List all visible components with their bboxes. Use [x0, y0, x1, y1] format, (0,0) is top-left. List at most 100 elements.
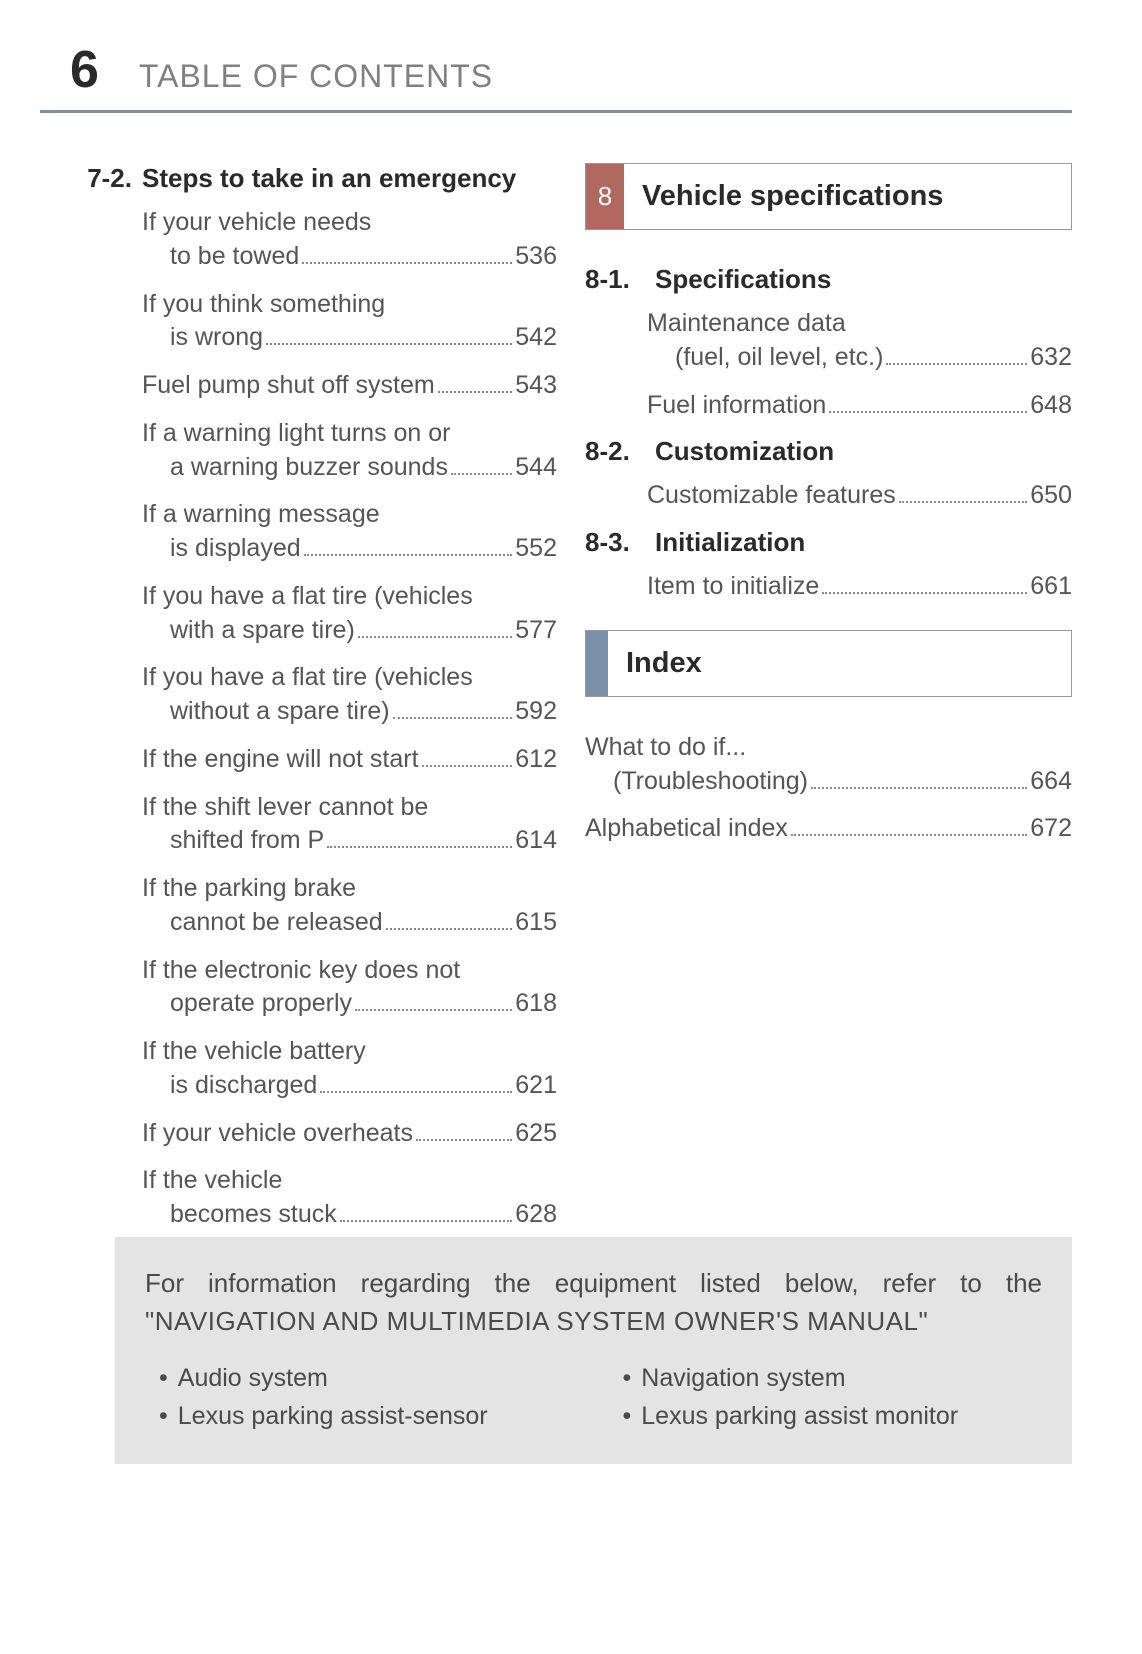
section-heading: 8-3.Initialization	[585, 527, 1072, 558]
index-badge	[586, 631, 608, 696]
toc-text: If the engine will not start	[142, 743, 419, 777]
leader-dots	[416, 1139, 512, 1141]
section-title: Specifications	[655, 264, 831, 295]
toc-page-number: 614	[515, 824, 557, 858]
toc-page-line: Fuel pump shut off system543	[142, 369, 557, 403]
footer-bullet: Audio system	[145, 1359, 579, 1398]
toc-text: a warning buzzer sounds	[170, 451, 448, 485]
toc-page-number: 664	[1030, 765, 1072, 799]
leader-dots	[899, 501, 1028, 503]
leader-dots	[451, 473, 512, 475]
leader-dots	[393, 717, 513, 719]
left-column: 7-2. Steps to take in an emergency If yo…	[70, 163, 557, 1246]
toc-page-number: 628	[515, 1198, 557, 1232]
toc-page-line: If your vehicle overheats625	[142, 1117, 557, 1151]
toc-page-line: Customizable features650	[647, 479, 1072, 513]
toc-text: is displayed	[170, 532, 301, 566]
toc-page-number: 612	[515, 743, 557, 777]
toc-list: Customizable features650	[585, 479, 1072, 513]
toc-page-number: 542	[515, 321, 557, 355]
toc-text-line: If you have a flat tire (vehicles	[142, 580, 557, 614]
index-label: Index	[608, 631, 720, 696]
chapter-box: 8 Vehicle specifications	[585, 163, 1072, 230]
section-number: 8-1.	[585, 264, 645, 295]
toc-page-number: 661	[1030, 570, 1072, 604]
section-title: Customization	[655, 436, 834, 467]
toc-text: Alphabetical index	[585, 812, 788, 846]
section-heading: 8-1. Specifications	[585, 264, 1072, 295]
toc-text-line: If the electronic key does not	[142, 954, 557, 988]
toc-page-line: operate properly 618	[142, 987, 557, 1021]
section-number: 7-2.	[70, 163, 132, 194]
section-title: Steps to take in an emergency	[142, 163, 516, 194]
leader-dots	[811, 787, 1027, 789]
leader-dots	[822, 592, 1027, 594]
toc-text: without a spare tire)	[170, 695, 390, 729]
footer-bullets: Audio systemLexus parking assist-sensor …	[145, 1359, 1042, 1437]
toc-page-line: Alphabetical index672	[585, 812, 1072, 846]
leader-dots	[791, 834, 1027, 836]
toc-page-number: 618	[515, 987, 557, 1021]
leader-dots	[886, 363, 1027, 365]
toc-page-number: 577	[515, 614, 557, 648]
chapter-label: Vehicle specifications	[624, 164, 961, 229]
toc-text: shifted from P	[170, 824, 324, 858]
toc-page-number: 621	[515, 1069, 557, 1103]
toc-text-line: If your vehicle needs	[142, 206, 557, 240]
index-toc-list: What to do if...(Troubleshooting)664 Alph…	[585, 731, 1072, 846]
leader-dots	[358, 636, 512, 638]
toc-page-line: is wrong542	[142, 321, 557, 355]
toc-text-line: If the vehicle	[142, 1164, 557, 1198]
toc-item: Item to initialize 661	[647, 570, 1072, 604]
toc-page-line: Item to initialize 661	[647, 570, 1072, 604]
toc-text-line: If the shift lever cannot be	[142, 791, 557, 825]
index-box: Index	[585, 630, 1072, 697]
toc-item: If your vehicle needsto be towed536	[142, 206, 557, 274]
toc-item: If your vehicle overheats625	[142, 1117, 557, 1151]
toc-page-line: a warning buzzer sounds544	[142, 451, 557, 485]
toc-item: If the electronic key does notoperate pr…	[142, 954, 557, 1022]
toc-item: If you think somethingis wrong542	[142, 288, 557, 356]
toc-list: If your vehicle needsto be towed536If yo…	[70, 206, 557, 1232]
toc-text-line: If you have a flat tire (vehicles	[142, 661, 557, 695]
toc-item: If a warning light turns on ora warning …	[142, 417, 557, 485]
toc-text: cannot be released	[170, 906, 383, 940]
toc-page-number: 592	[515, 695, 557, 729]
toc-page-line: (Troubleshooting)664	[585, 765, 1072, 799]
toc-item: If the shift lever cannot beshifted from…	[142, 791, 557, 859]
footer-bullet: Lexus parking assist monitor	[609, 1397, 1043, 1436]
toc-page-number: 632	[1030, 341, 1072, 375]
section-heading: 7-2. Steps to take in an emergency	[70, 163, 557, 194]
footer-bullets-right: Navigation systemLexus parking assist mo…	[609, 1359, 1043, 1437]
leader-dots	[829, 411, 1027, 413]
toc-text: to be towed	[170, 240, 299, 274]
toc-item: If the parking brakecannot be released61…	[142, 872, 557, 940]
section-number: 8-2.	[585, 436, 645, 467]
toc-text-line: If the parking brake	[142, 872, 557, 906]
toc-text: becomes stuck	[170, 1198, 337, 1232]
toc-text-line: What to do if...	[585, 731, 1072, 765]
toc-page-line: is displayed552	[142, 532, 557, 566]
header-title: TABLE OF CONTENTS	[139, 58, 493, 95]
toc-page-line: with a spare tire)577	[142, 614, 557, 648]
content-columns: 7-2. Steps to take in an emergency If yo…	[70, 163, 1072, 1246]
section-heading: 8-2. Customization	[585, 436, 1072, 467]
footer-bullet: Navigation system	[609, 1359, 1043, 1398]
right-column: 8 Vehicle specifications 8-1. Specificati…	[585, 163, 1072, 1246]
toc-item: Maintenance data(fuel, oil level, etc.)6…	[647, 307, 1072, 375]
toc-text: operate properly	[170, 987, 352, 1021]
footer-bullets-left: Audio systemLexus parking assist-sensor	[145, 1359, 579, 1437]
toc-page-line: If the engine will not start 612	[142, 743, 557, 777]
toc-item: If you have a flat tire (vehicleswithout…	[142, 661, 557, 729]
toc-item: If a warning messageis displayed552	[142, 498, 557, 566]
toc-page-line: shifted from P 614	[142, 824, 557, 858]
toc-text-line: If you think something	[142, 288, 557, 322]
toc-page-line: (fuel, oil level, etc.)632	[647, 341, 1072, 375]
toc-list: Item to initialize 661	[585, 570, 1072, 604]
leader-dots	[355, 1009, 512, 1011]
leader-dots	[320, 1091, 512, 1093]
toc-text: Item to initialize	[647, 570, 819, 604]
toc-item: Fuel pump shut off system543	[142, 369, 557, 403]
toc-item: If the vehicle batteryis discharged621	[142, 1035, 557, 1103]
toc-item: Alphabetical index672	[585, 812, 1072, 846]
